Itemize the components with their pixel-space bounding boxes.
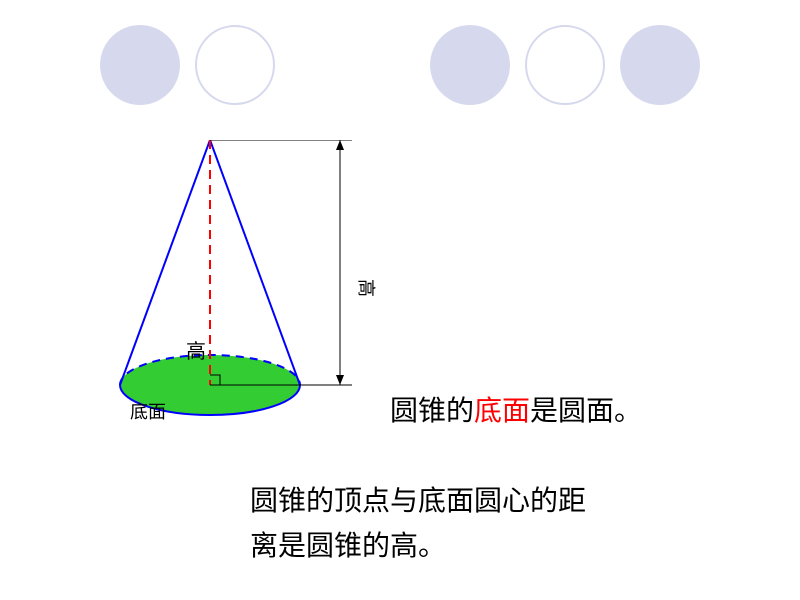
decorative-circles-row <box>0 25 800 115</box>
decorative-circle <box>430 25 510 105</box>
cone-svg <box>110 140 380 420</box>
cone-diagram <box>110 140 380 420</box>
label-height-dimension: 高 <box>354 279 380 297</box>
text-fragment: 圆锥的 <box>390 396 474 427</box>
label-base: 底面 <box>130 398 166 424</box>
text-height-description: 圆锥的顶点与底面圆心的距 离是圆锥的高。 <box>250 480 586 570</box>
decorative-circle <box>100 25 180 105</box>
text-fragment: 底面 <box>474 396 530 427</box>
label-height-inside: 高 <box>186 335 206 364</box>
decorative-circle <box>195 25 275 105</box>
text-fragment: 是圆面。 <box>530 396 642 427</box>
decorative-circle <box>620 25 700 105</box>
decorative-circle <box>525 25 605 105</box>
text-base-description: 圆锥的底面是圆面。 <box>390 390 642 435</box>
